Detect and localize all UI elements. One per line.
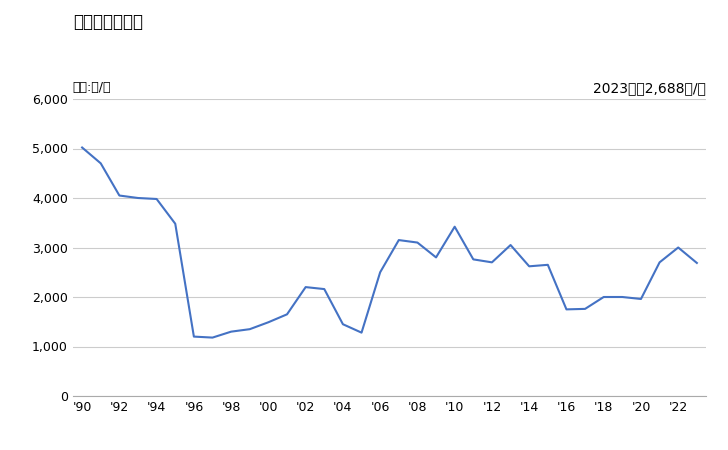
Text: 2023年：2,688円/台: 2023年：2,688円/台 [593, 81, 706, 95]
Text: 単位:円/台: 単位:円/台 [73, 81, 111, 94]
Text: 輸出価格の推移: 輸出価格の推移 [73, 14, 143, 32]
